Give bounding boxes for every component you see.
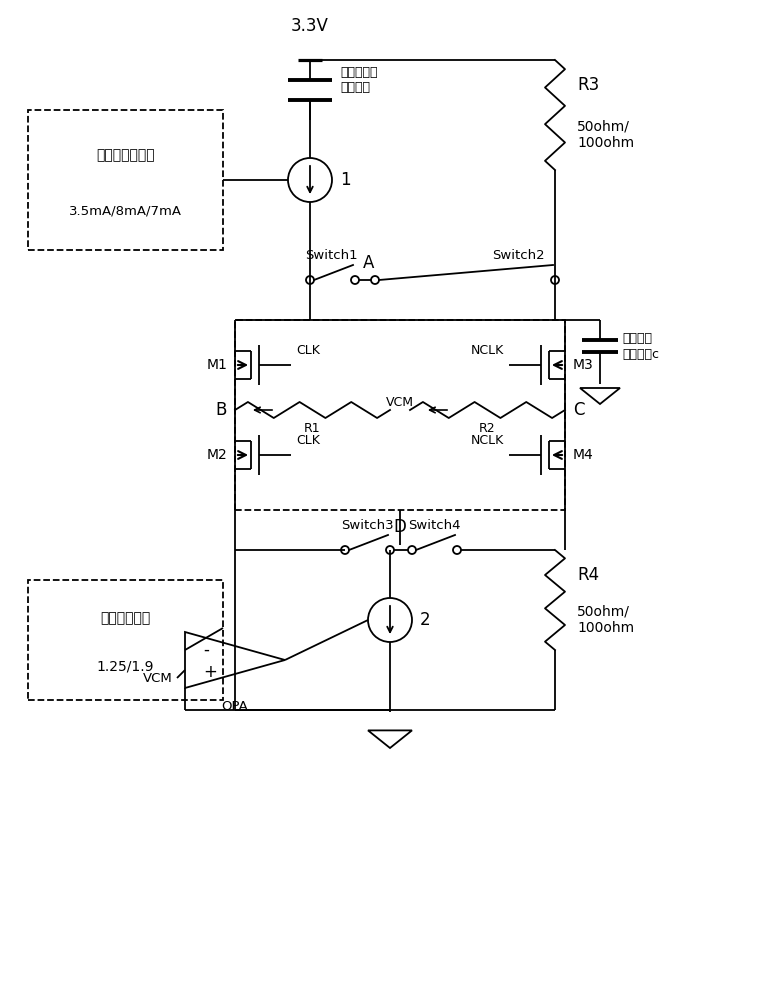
Text: R1: R1 (305, 422, 321, 435)
Circle shape (288, 158, 332, 202)
Text: Switch4: Switch4 (408, 519, 461, 532)
Text: A: A (363, 254, 375, 272)
Text: VCM: VCM (386, 395, 414, 408)
Text: 1: 1 (340, 171, 351, 189)
Text: C: C (573, 401, 584, 419)
Text: 50ohm/
100ohm: 50ohm/ 100ohm (577, 120, 634, 150)
Text: NCLK: NCLK (471, 344, 504, 357)
Text: Switch1: Switch1 (305, 249, 358, 262)
Text: 2: 2 (420, 611, 431, 629)
Circle shape (408, 546, 416, 554)
Text: 电平控制电路: 电平控制电路 (101, 611, 151, 625)
Text: M2: M2 (206, 448, 227, 462)
Text: Switch2: Switch2 (492, 249, 545, 262)
Text: R3: R3 (577, 76, 599, 94)
Text: 电流源控制电路: 电流源控制电路 (96, 148, 155, 162)
Text: CLK: CLK (296, 344, 320, 357)
Text: 抑制电容c: 抑制电容c (622, 348, 659, 360)
Circle shape (306, 276, 314, 284)
Text: M4: M4 (573, 448, 594, 462)
Text: 电源线下分
布式电容: 电源线下分 布式电容 (340, 66, 378, 94)
Text: R2: R2 (479, 422, 496, 435)
Polygon shape (368, 730, 412, 748)
Polygon shape (580, 388, 620, 404)
Text: 通道串扰: 通道串扰 (622, 332, 652, 344)
Text: VCM: VCM (143, 672, 173, 684)
Bar (28, 580, 223, 700)
Text: 3.3V: 3.3V (291, 17, 329, 35)
Circle shape (341, 546, 349, 554)
Text: 1.25/1.9: 1.25/1.9 (97, 659, 155, 673)
Circle shape (386, 546, 394, 554)
Text: NCLK: NCLK (471, 434, 504, 447)
Text: R4: R4 (577, 566, 599, 584)
Text: M1: M1 (206, 358, 227, 372)
Circle shape (368, 598, 412, 642)
Text: -: - (203, 641, 209, 659)
Text: B: B (215, 401, 227, 419)
Polygon shape (185, 632, 285, 688)
Text: OPA: OPA (221, 700, 248, 713)
Text: +: + (203, 663, 217, 681)
Circle shape (551, 276, 559, 284)
Bar (235, 320, 565, 510)
Circle shape (351, 276, 359, 284)
Text: 50ohm/
100ohm: 50ohm/ 100ohm (577, 605, 634, 635)
Text: Switch3: Switch3 (341, 519, 393, 532)
Circle shape (453, 546, 461, 554)
Text: D: D (394, 518, 407, 536)
Text: CLK: CLK (296, 434, 320, 447)
Circle shape (371, 276, 379, 284)
Text: 3.5mA/8mA/7mA: 3.5mA/8mA/7mA (69, 204, 182, 217)
Text: M3: M3 (573, 358, 594, 372)
Bar (28, 110, 223, 250)
